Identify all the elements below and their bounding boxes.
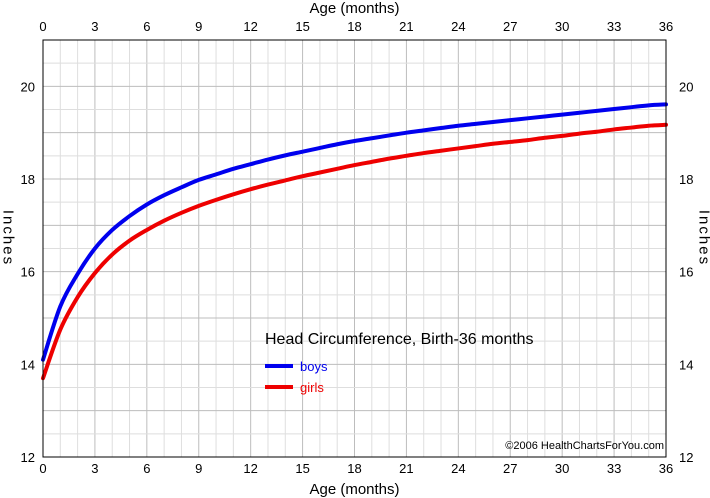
- y-axis-title-right: Inches: [696, 210, 710, 266]
- y-tick-label-right: 12: [679, 450, 693, 465]
- y-tick-label-right: 16: [679, 265, 693, 280]
- y-tick-label-left: 12: [21, 450, 35, 465]
- x-tick-label-top: 27: [503, 19, 517, 34]
- x-tick-label-top: 3: [91, 19, 98, 34]
- x-tick-label-top: 21: [399, 19, 413, 34]
- plot-frame: [42, 39, 667, 458]
- series-line-boys: [41, 102, 668, 362]
- x-tick-label-top: 9: [195, 19, 202, 34]
- y-tick-label-left: 14: [21, 357, 35, 372]
- x-tick-label-bottom: 18: [347, 461, 361, 476]
- legend-label-girls: girls: [300, 380, 324, 395]
- x-tick-label-bottom: 36: [659, 461, 673, 476]
- legend: Head Circumference, Birth-36 months boys…: [265, 331, 534, 395]
- y-tick-label-right: 18: [679, 172, 693, 187]
- y-tick-label-left: 18: [21, 172, 35, 187]
- x-tick-label-top: 6: [143, 19, 150, 34]
- x-tick-label-bottom: 30: [555, 461, 569, 476]
- x-tick-label-top: 36: [659, 19, 673, 34]
- legend-items: boys girls: [265, 359, 328, 395]
- y-tick-label-right: 14: [679, 357, 693, 372]
- x-tick-label-bottom: 33: [607, 461, 621, 476]
- x-tick-label-bottom: 27: [503, 461, 517, 476]
- x-axis-title-top: Age (months): [309, 0, 399, 17]
- x-tick-label-bottom: 12: [243, 461, 257, 476]
- series-lines: [41, 102, 668, 381]
- grid: [43, 40, 666, 457]
- y-tick-label-left: 16: [21, 265, 35, 280]
- x-tick-label-bottom: 3: [91, 461, 98, 476]
- x-axis-title-bottom: Age (months): [309, 481, 399, 498]
- x-tick-label-top: 33: [607, 19, 621, 34]
- legend-label-boys: boys: [300, 359, 328, 374]
- x-tick-label-bottom: 0: [39, 461, 46, 476]
- x-tick-label-top: 24: [451, 19, 465, 34]
- credit-text: ©2006 HealthChartsForYou.com: [505, 440, 664, 452]
- x-tick-label-bottom: 15: [295, 461, 309, 476]
- y-axis-title-left: Inches: [0, 210, 17, 266]
- series-line-girls: [41, 122, 668, 381]
- y-tick-label-right: 20: [679, 79, 693, 94]
- x-tick-label-bottom: 21: [399, 461, 413, 476]
- x-tick-label-bottom: 9: [195, 461, 202, 476]
- x-tick-label-top: 12: [243, 19, 257, 34]
- x-tick-label-top: 30: [555, 19, 569, 34]
- chart-title: Head Circumference, Birth-36 months: [265, 331, 534, 348]
- x-tick-label-top: 0: [39, 19, 46, 34]
- y-tick-label-left: 20: [21, 79, 35, 94]
- tick-labels: 0033669912121515181821212424272730303333…: [21, 19, 694, 476]
- x-tick-label-top: 18: [347, 19, 361, 34]
- x-tick-label-bottom: 24: [451, 461, 465, 476]
- x-tick-label-bottom: 6: [143, 461, 150, 476]
- x-tick-label-top: 15: [295, 19, 309, 34]
